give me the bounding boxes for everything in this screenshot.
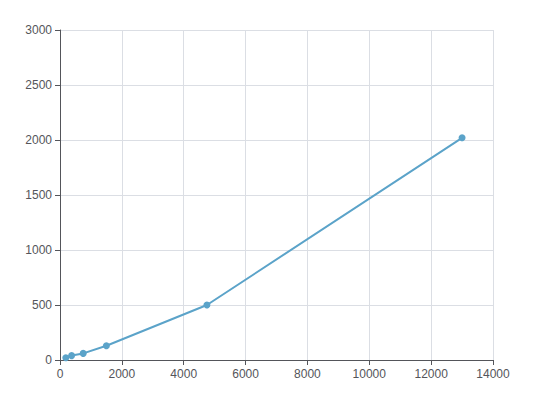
svg-text:2000: 2000	[25, 133, 52, 147]
svg-text:4000: 4000	[170, 367, 197, 381]
svg-text:14000: 14000	[476, 367, 510, 381]
svg-text:6000: 6000	[232, 367, 259, 381]
svg-text:12000: 12000	[414, 367, 448, 381]
svg-text:3000: 3000	[25, 23, 52, 37]
svg-text:8000: 8000	[294, 367, 321, 381]
svg-text:1500: 1500	[25, 188, 52, 202]
svg-text:500: 500	[32, 298, 52, 312]
svg-text:0: 0	[57, 367, 64, 381]
svg-text:1000: 1000	[25, 243, 52, 257]
svg-text:0: 0	[45, 353, 52, 367]
svg-text:10000: 10000	[353, 367, 387, 381]
svg-text:2500: 2500	[25, 78, 52, 92]
svg-text:2000: 2000	[109, 367, 136, 381]
